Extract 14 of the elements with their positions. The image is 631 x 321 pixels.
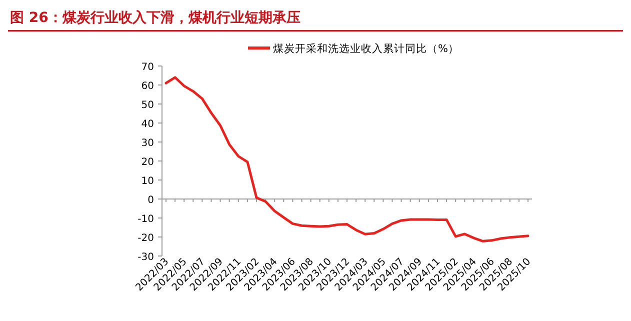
- y-tick-label: 60: [141, 81, 154, 92]
- y-tick-label: -10: [138, 214, 154, 225]
- y-tick-label: 20: [141, 157, 154, 168]
- y-tick-label: 40: [141, 119, 154, 130]
- line-series: [164, 76, 530, 242]
- y-tick-label: 50: [141, 100, 154, 111]
- y-tick-label: 0: [148, 195, 154, 206]
- chart-title: 图 26：煤炭行业收入下滑，煤机行业短期承压: [10, 10, 300, 26]
- y-tick-label: -30: [138, 252, 154, 263]
- legend-label: 煤炭开采和洗选业收入累计同比（%）: [273, 42, 459, 55]
- y-tick-label: 30: [141, 138, 154, 149]
- y-tick-label: 10: [141, 176, 154, 187]
- y-tick-label: 70: [141, 62, 154, 73]
- y-tick-label: -20: [138, 233, 154, 244]
